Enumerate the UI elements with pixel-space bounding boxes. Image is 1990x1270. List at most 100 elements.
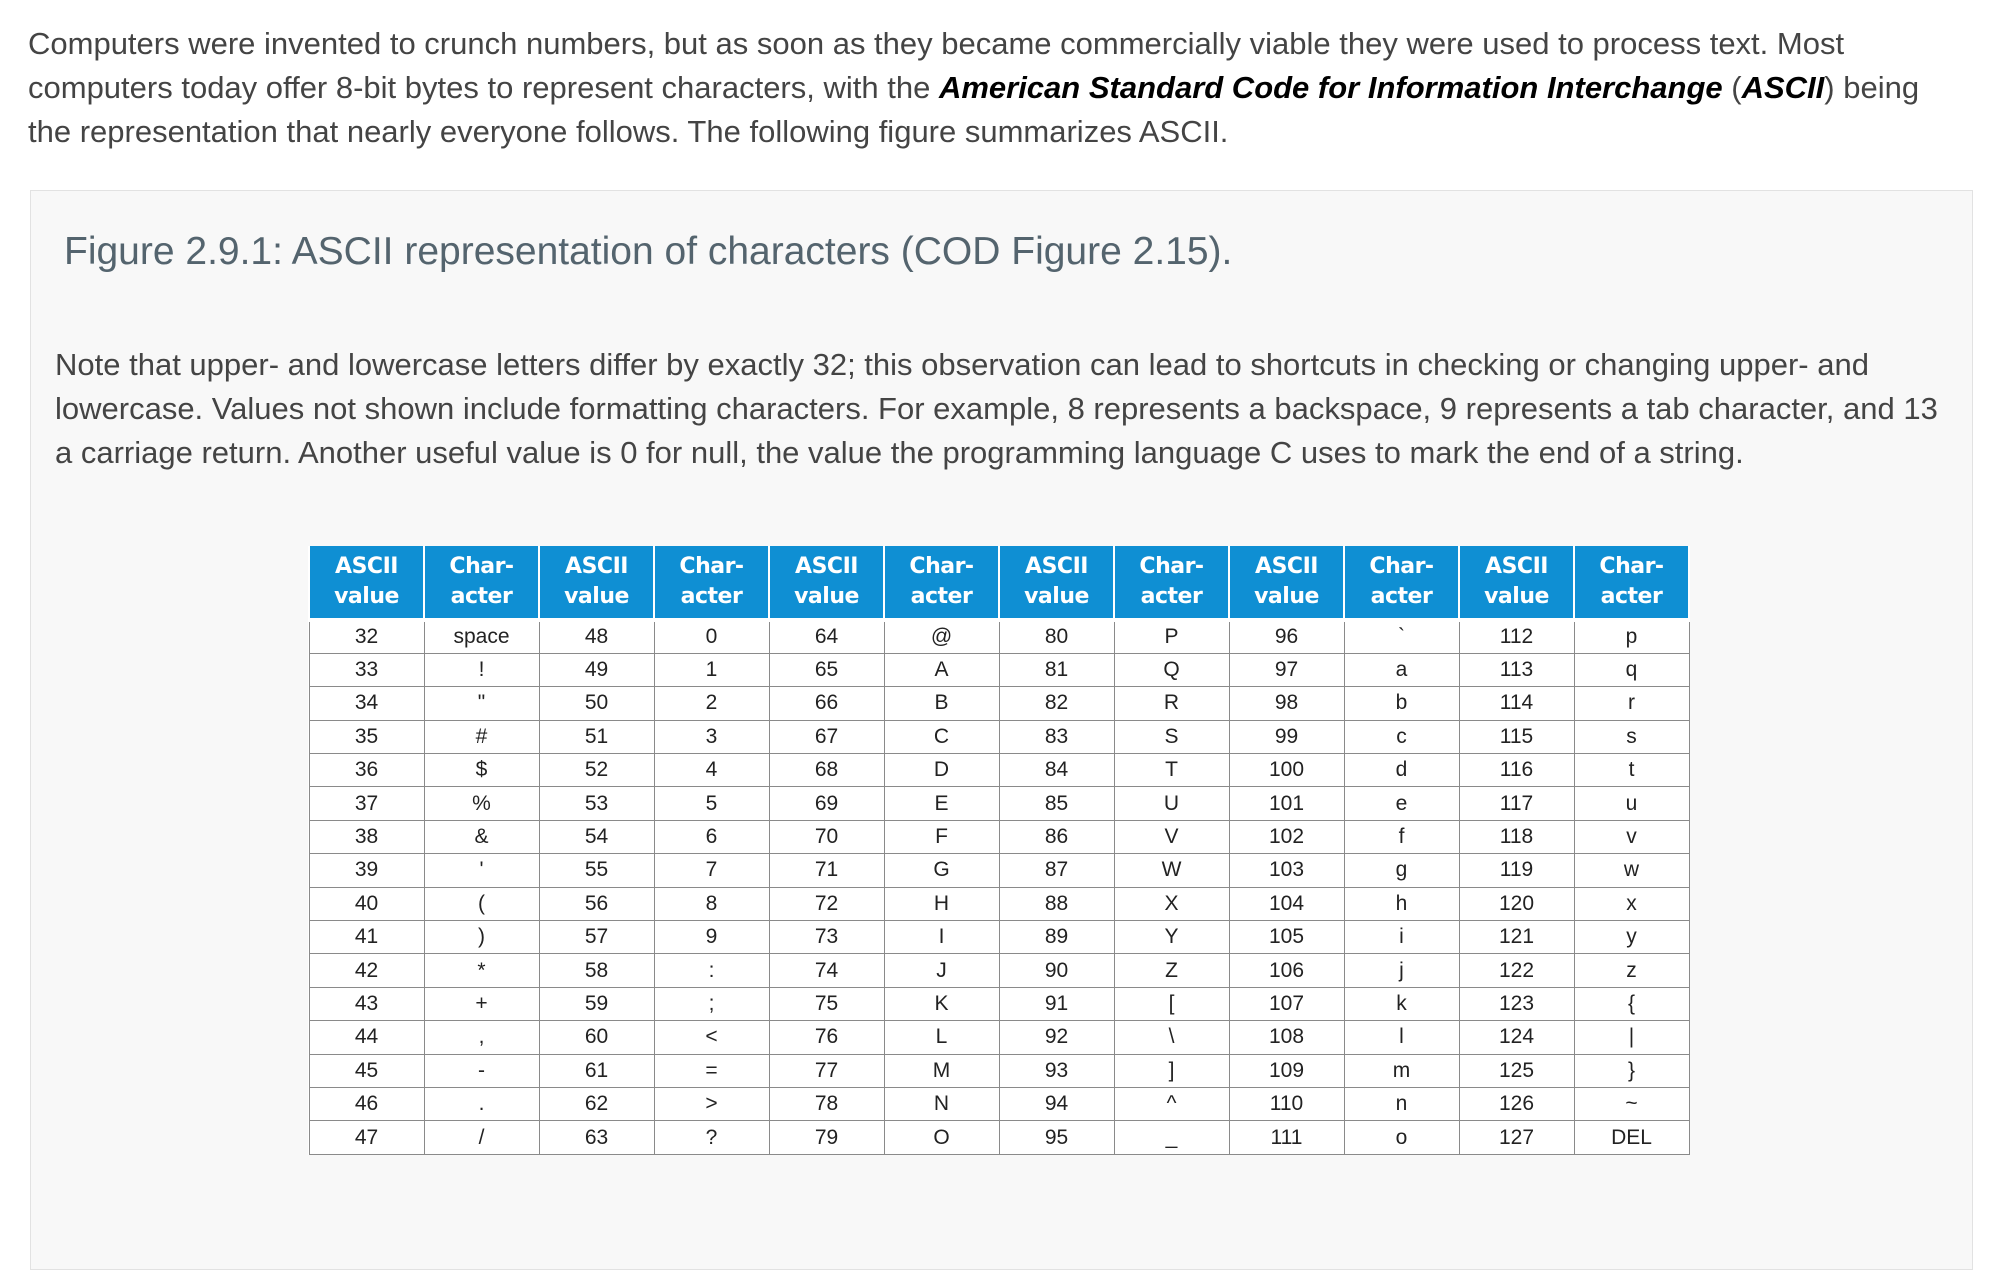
ascii-value-cell: 32 [308,619,425,654]
ascii-value-cell: 54 [538,819,655,855]
character-cell: L [883,1020,1000,1055]
character-cell: K [883,986,1000,1022]
character-cell: + [423,986,540,1022]
character-cell: z [1573,953,1690,988]
character-cell: ' [423,853,540,888]
ascii-value-cell: 64 [768,619,885,654]
character-cell: ( [423,886,540,922]
character-cell: v [1573,819,1690,855]
ascii-value-cell: 53 [538,786,655,821]
ascii-value-cell: 104 [1228,886,1345,922]
character-cell: Q [1113,652,1230,688]
character-cell: H [883,886,1000,922]
column-header-line: Char- [1369,554,1434,579]
character-cell: & [423,819,540,855]
column-header-line: ASCII [565,554,628,579]
ascii-value-cell: 111 [1228,1120,1345,1155]
character-cell: Z [1113,953,1230,988]
table-row: 39 ' 55 7 71 G 87 W 103 g 119 w [308,853,1690,888]
character-cell: F [883,819,1000,855]
column-header-line: value [1024,584,1089,609]
character-cell: 0 [653,619,770,654]
ascii-value-cell: 86 [998,819,1115,855]
ascii-value-cell: 107 [1228,986,1345,1022]
column-header-value-6: ASCII value [1458,546,1575,622]
character-cell: G [883,853,1000,888]
column-header-line: Char- [449,554,514,579]
ascii-value-cell: 69 [768,786,885,821]
ascii-value-cell: 91 [998,986,1115,1022]
character-cell: 3 [653,719,770,755]
table-row: 36 $52 4 68 D 84 T 100 d 116 t [308,753,1690,788]
ascii-value-cell: 72 [768,886,885,922]
character-cell: - [423,1053,540,1088]
ascii-value-cell: 99 [1228,719,1345,755]
ascii-value-cell: 126 [1458,1086,1575,1122]
column-header-line: acter [680,584,743,609]
character-cell: 1 [653,652,770,688]
character-cell: u [1573,786,1690,821]
character-cell: , [423,1020,540,1055]
character-cell: s [1573,719,1690,755]
ascii-value-cell: 71 [768,853,885,888]
character-cell: a [1343,652,1460,688]
ascii-value-cell: 43 [308,986,425,1022]
header-row: ASCII value Char-acter ASCII value Char-acter… [308,546,1690,622]
character-cell: $ [423,753,540,788]
ascii-table-body: 32 space 48 0 64 @80 P 96 ` 112 p 33! 49 1 65 A 81 Q 97 a 11… [308,619,1690,1155]
ascii-value-cell: 60 [538,1020,655,1055]
character-cell: @ [883,619,1000,654]
ascii-value-cell: 48 [538,619,655,654]
ascii-value-cell: 45 [308,1053,425,1088]
table-row: 38 & 54 6 70 F 86 V 102 f 118 v [308,819,1690,855]
ascii-value-cell: 103 [1228,853,1345,888]
column-header-line: Char- [1599,554,1664,579]
ascii-value-cell: 38 [308,819,425,855]
ascii-value-cell: 95 [998,1120,1115,1155]
character-cell: Y [1113,920,1230,955]
ascii-value-cell: 106 [1228,953,1345,988]
character-cell: m [1343,1053,1460,1088]
intro-paren-open: ( [1722,70,1742,105]
character-cell: ! [423,652,540,688]
character-cell: / [423,1120,540,1155]
table-row: 34 " 50 2 66 B 82 R 98 b 114 r [308,686,1690,721]
character-cell: c [1343,719,1460,755]
ascii-value-cell: 50 [538,686,655,721]
table-row: 33! 49 1 65 A 81 Q 97 a 113 q [308,652,1690,688]
character-cell: # [423,719,540,755]
column-header-line: value [1484,584,1549,609]
character-cell: 2 [653,686,770,721]
ascii-value-cell: 66 [768,686,885,721]
column-header-value-4: ASCII value [998,546,1115,622]
character-cell: W [1113,853,1230,888]
column-header-line: acter [910,584,973,609]
character-cell: ? [653,1120,770,1155]
ascii-value-cell: 79 [768,1120,885,1155]
table-row: 43 +59; 75 K 91[107 k 123{ [308,986,1690,1022]
character-cell: f [1343,819,1460,855]
column-header-line: value [794,584,859,609]
intro-bold-abbrev: ASCII [1741,70,1825,105]
ascii-table-wrapper: ASCII value Char-acter ASCII value Char-acter… [308,546,1690,1155]
ascii-value-cell: 41 [308,920,425,955]
column-header-line: Char- [909,554,974,579]
character-cell: ~ [1573,1086,1690,1122]
character-cell: M [883,1053,1000,1088]
column-header-line: ASCII [335,554,398,579]
ascii-value-cell: 63 [538,1120,655,1155]
ascii-value-cell: 67 [768,719,885,755]
character-cell: A [883,652,1000,688]
character-cell: } [1573,1053,1690,1088]
ascii-value-cell: 89 [998,920,1115,955]
ascii-value-cell: 39 [308,853,425,888]
column-header-value-2: ASCII value [538,546,655,622]
column-header-char-4: Char-acter [1113,546,1230,622]
column-header-line: value [334,584,399,609]
ascii-value-cell: 117 [1458,786,1575,821]
ascii-value-cell: 112 [1458,619,1575,654]
ascii-value-cell: 113 [1458,652,1575,688]
column-header-char-6: Char-acter [1573,546,1690,622]
ascii-value-cell: 83 [998,719,1115,755]
intro-text-after: ) being the representation that nearly e… [28,70,1920,149]
